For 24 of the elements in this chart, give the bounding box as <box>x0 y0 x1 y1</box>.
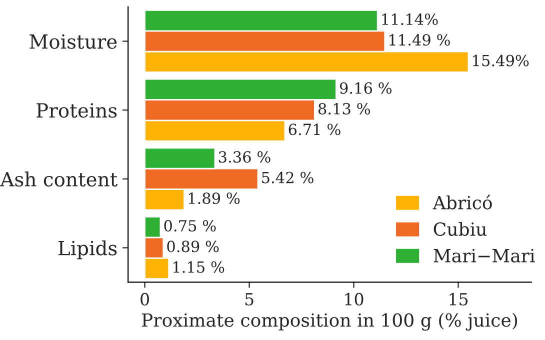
data-label: 9.16 % <box>340 82 392 94</box>
y-tick-label: Moisture <box>30 34 117 49</box>
data-label: 1.15 % <box>173 261 224 273</box>
data-label: 1.89 % <box>188 192 240 204</box>
data-label: 8.13 % <box>318 102 370 115</box>
x-tick-label: 0 <box>140 292 149 306</box>
x-axis-title: Proximate composition in 100 g (% juice) <box>142 312 518 331</box>
y-tick-label: Proteins <box>36 103 117 118</box>
data-label: 0.89 % <box>167 240 219 252</box>
y-tick-label: Ash content <box>0 172 118 187</box>
legend-label: Cubiu <box>434 222 487 236</box>
data-label: 5.42 % <box>262 172 314 184</box>
legend-label: Abricó <box>432 194 492 210</box>
data-label: 6.71 % <box>288 124 340 136</box>
data-label: 15.49% <box>473 54 529 66</box>
x-tick-label: 10 <box>345 292 364 306</box>
legend-label: Mari−Mari <box>434 248 535 262</box>
x-tick-label: 5 <box>245 293 254 306</box>
data-label: 11.14% <box>382 13 438 26</box>
data-label: 3.36 % <box>218 151 270 163</box>
x-tick-label: 15 <box>450 292 468 306</box>
data-label: 0.75 % <box>164 220 216 232</box>
data-label: 11.49 % <box>390 34 450 46</box>
y-tick-label: Lipids <box>58 240 117 260</box>
